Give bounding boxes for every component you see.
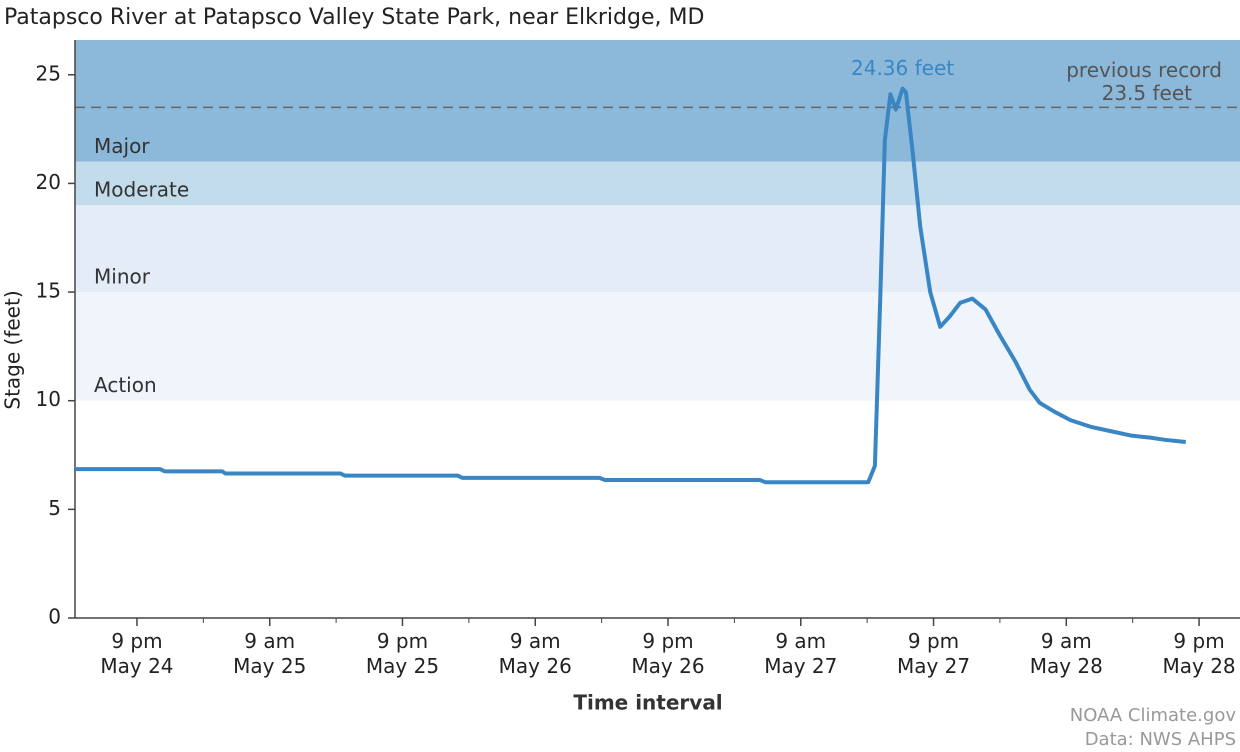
y-tick-label: 25 [36, 61, 61, 85]
credit: Data: NWS AHPS [1085, 729, 1236, 750]
x-tick-label: 9 pm May 24 [100, 629, 174, 678]
x-tick-label: 9 pm May 26 [631, 629, 705, 678]
x-tick-label: 9 am May 27 [764, 629, 838, 678]
x-tick-label: 9 am May 26 [498, 629, 572, 678]
flood-band [75, 161, 1240, 206]
x-tick-label: 9 pm May 25 [365, 629, 440, 678]
y-tick-label: 20 [36, 170, 61, 194]
flood-band [75, 40, 1240, 162]
stage-line [75, 86, 1186, 485]
y-tick-label: 0 [48, 605, 61, 629]
record-label: previous record [1066, 58, 1222, 82]
x-axis-label: Time interval [573, 691, 722, 715]
peak-label: 24.36 feet [851, 56, 954, 80]
band-label: Minor [94, 265, 151, 289]
band-label: Major [94, 134, 150, 158]
y-axis-label: Stage (feet) [1, 290, 25, 409]
flood-band [75, 292, 1240, 401]
record-value-label: 23.5 feet [1102, 81, 1193, 105]
chart-title: Patapsco River at Patapsco Valley State … [4, 5, 704, 30]
flood-band [75, 205, 1240, 293]
y-tick-label: 10 [36, 387, 61, 411]
x-tick-label: 9 pm May 28 [1162, 629, 1236, 678]
credit: NOAA Climate.gov [1070, 705, 1237, 726]
y-tick-label: 15 [36, 279, 61, 303]
band-label: Action [94, 373, 157, 397]
x-tick-label: 9 am May 25 [233, 629, 307, 678]
band-label: Moderate [94, 178, 189, 202]
y-tick-label: 5 [48, 496, 61, 520]
x-tick-label: 9 am May 28 [1029, 629, 1103, 678]
x-tick-label: 9 pm May 27 [896, 629, 971, 678]
